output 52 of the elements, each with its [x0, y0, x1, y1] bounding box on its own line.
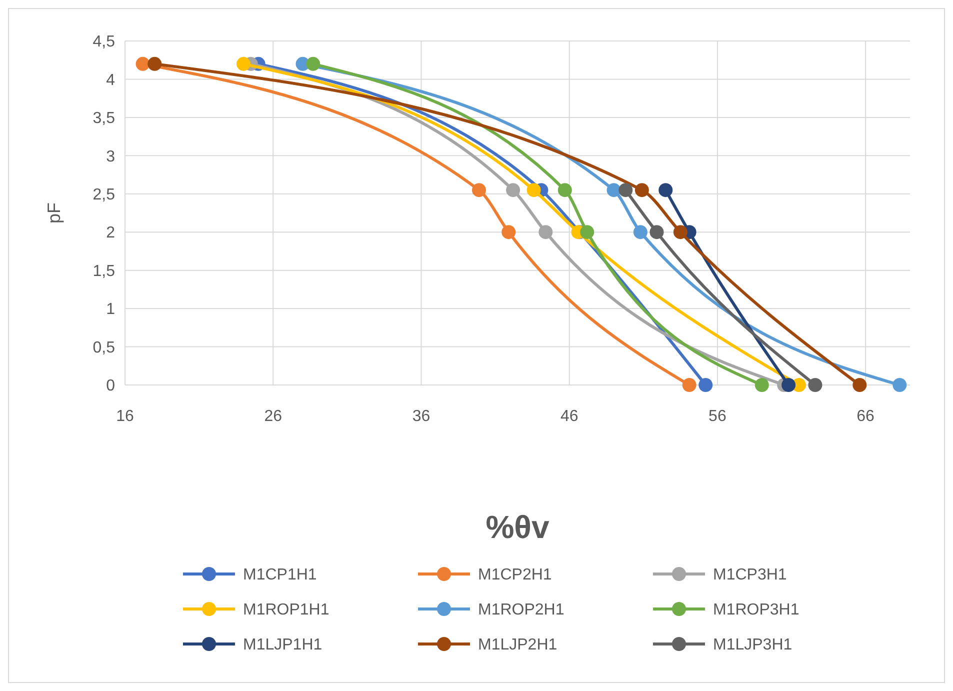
- legend-label: M1CP2H1: [478, 566, 552, 584]
- point: [782, 378, 796, 392]
- legend-label: M1ROP1H1: [243, 602, 330, 619]
- y-tick-label: 4,5: [92, 34, 116, 51]
- point: [754, 378, 769, 392]
- y-tick-label: 2: [106, 224, 116, 242]
- point: [650, 225, 664, 240]
- legend-label: M1ROP2H1: [478, 602, 564, 619]
- x-tick-label: 26: [264, 408, 282, 425]
- y-tick-label: 1,5: [92, 262, 116, 280]
- point: [633, 225, 648, 240]
- point: [580, 225, 594, 240]
- point: [606, 183, 621, 198]
- point: [506, 183, 520, 198]
- x-tick-label: 36: [412, 408, 430, 425]
- legend-label: M1CP1H1: [243, 566, 317, 584]
- point: [618, 183, 633, 198]
- point: [892, 378, 907, 392]
- legend-label: M1CP3H1: [713, 566, 787, 584]
- point: [136, 56, 150, 71]
- y-tick-label: 4: [106, 72, 116, 89]
- y-tick-label: 3: [106, 148, 116, 166]
- point: [682, 378, 696, 392]
- x-tick-label: 56: [708, 408, 726, 425]
- point: [148, 56, 162, 71]
- y-tick-label: 3,5: [92, 110, 116, 128]
- point: [658, 183, 673, 198]
- point: [558, 183, 572, 198]
- x-axis-title: %θv: [486, 509, 550, 545]
- x-tick-label: 66: [856, 408, 875, 425]
- point: [808, 378, 822, 392]
- y-tick-label: 0,5: [92, 339, 116, 356]
- point: [634, 183, 649, 198]
- point: [673, 225, 688, 240]
- legend-label: M1LJP3H1: [713, 636, 792, 654]
- point: [698, 378, 713, 392]
- legend-label: M1LJP2H1: [478, 636, 558, 654]
- y-tick-label: 2,5: [92, 186, 116, 204]
- point: [526, 183, 541, 198]
- y-axis-title: pF: [44, 202, 64, 224]
- y-tick-label: 1: [106, 301, 116, 318]
- point: [538, 225, 553, 240]
- point: [236, 56, 250, 71]
- legend-label: M1LJP1H1: [243, 636, 322, 654]
- x-tick-label: 46: [560, 408, 578, 425]
- point: [852, 378, 867, 392]
- point: [472, 183, 486, 198]
- point: [306, 56, 320, 71]
- legend-label: M1ROP3H1: [713, 602, 800, 619]
- x-tick-label: 16: [116, 408, 134, 425]
- point: [502, 225, 516, 240]
- y-tick-label: 0: [106, 378, 116, 395]
